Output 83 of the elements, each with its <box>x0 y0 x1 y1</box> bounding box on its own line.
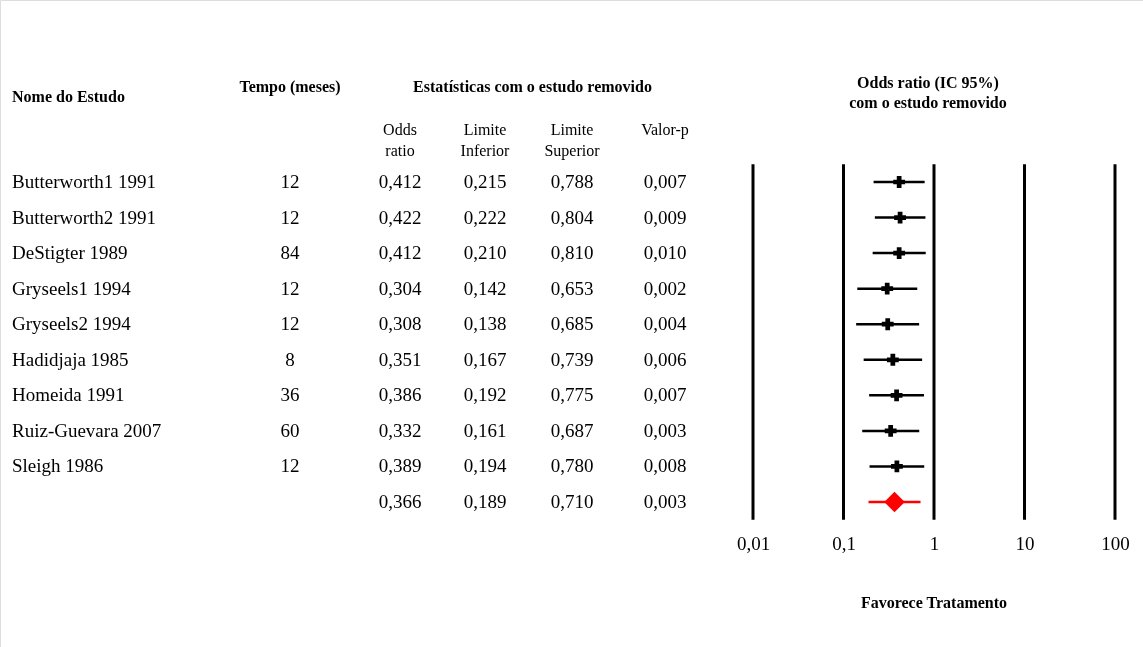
x-tick-label: 10 <box>1015 532 1035 554</box>
text: 0,007 <box>643 171 687 192</box>
text: 0,138 <box>463 313 507 335</box>
text: 0,194 <box>463 455 507 477</box>
point <box>884 424 897 437</box>
text: 12 <box>280 171 300 192</box>
text: 0,222 <box>463 206 507 228</box>
text: 0,004 <box>643 313 687 335</box>
text: 0,308 <box>378 313 422 335</box>
x-tick-label: 0,01 <box>736 532 771 554</box>
text: 0,351 <box>378 348 422 370</box>
category-label: Butterworth1 1991 <box>12 171 157 192</box>
category-label: Limite Inferior <box>460 121 511 159</box>
text: 0,685 <box>550 313 594 335</box>
category-label: Hadidjaja 1985 <box>12 348 129 370</box>
text: 0,710 <box>550 491 594 512</box>
category-label: Limite Superior <box>544 121 601 160</box>
text: 0,009 <box>643 206 687 228</box>
text: 84 <box>280 242 300 264</box>
category-label: Gryseels2 1994 <box>12 313 131 335</box>
category-label: DeStigter 1989 <box>12 242 128 264</box>
point <box>881 282 894 295</box>
point <box>894 211 907 224</box>
text: 0,780 <box>550 455 594 477</box>
text: 0,161 <box>463 419 507 441</box>
text: 60 <box>280 419 300 441</box>
point <box>890 389 903 402</box>
category-label: Tempo (meses) <box>239 78 341 96</box>
text: 0,687 <box>550 419 594 441</box>
text: 0,804 <box>550 206 594 228</box>
text: 0,389 <box>378 455 422 477</box>
text: 0,002 <box>643 277 687 299</box>
text: 0,386 <box>378 384 422 406</box>
text: 0,739 <box>550 348 594 370</box>
text: 36 <box>280 384 300 406</box>
chart-subtitle: com o estudo removido <box>849 94 1007 111</box>
text: 0,775 <box>550 384 594 406</box>
category-label: Gryseels1 1994 <box>12 277 131 299</box>
text: 0,006 <box>643 348 687 370</box>
text: 0,653 <box>550 277 594 299</box>
category-label: Valor-p <box>641 121 689 139</box>
text: 0,788 <box>550 171 594 192</box>
text: 12 <box>280 455 300 477</box>
category-label: Homeida 1991 <box>12 384 125 406</box>
x-tick-label: 1 <box>929 532 940 554</box>
point <box>890 460 903 473</box>
text: Nome do Estudo <box>12 88 125 105</box>
point <box>881 318 894 331</box>
point <box>893 176 906 188</box>
text: 0,007 <box>643 384 687 406</box>
text: Estatísticas com o estudo removido <box>413 78 652 95</box>
point <box>886 353 899 366</box>
point <box>884 491 905 513</box>
text: 0,189 <box>463 491 507 512</box>
text: 0,008 <box>643 455 687 477</box>
category-label: Butterworth2 1991 <box>12 206 157 228</box>
text: 0,412 <box>378 242 422 264</box>
text: 0,003 <box>643 491 687 512</box>
text: 12 <box>280 277 300 299</box>
text: 0,192 <box>463 384 507 406</box>
text: 0,304 <box>378 277 422 299</box>
text: 8 <box>285 348 295 370</box>
text: 0,332 <box>378 419 422 441</box>
text: 12 <box>280 206 300 228</box>
x-axis-title: Favorece Tratamento <box>860 594 1008 611</box>
category-label: Odds ratio <box>383 121 417 159</box>
text: 0,003 <box>643 419 687 441</box>
text: 12 <box>280 313 300 335</box>
x-tick-label: 0,1 <box>832 532 856 554</box>
text: 0,810 <box>550 242 594 264</box>
category-label: Ruiz-Guevara 2007 <box>12 419 162 441</box>
text: 0,167 <box>463 348 507 370</box>
category-label: Sleigh 1986 <box>12 455 104 477</box>
x-tick-label: 100 <box>1101 532 1130 554</box>
point <box>893 247 906 260</box>
text: 0,422 <box>378 206 422 228</box>
text: 0,412 <box>378 171 422 192</box>
text: 0,142 <box>463 277 507 299</box>
chart-title: Odds ratio (IC 95%) <box>857 74 999 92</box>
text: 0,010 <box>643 242 687 264</box>
text: 0,366 <box>378 491 422 512</box>
text: 0,210 <box>463 242 507 264</box>
text: 0,215 <box>463 171 507 192</box>
